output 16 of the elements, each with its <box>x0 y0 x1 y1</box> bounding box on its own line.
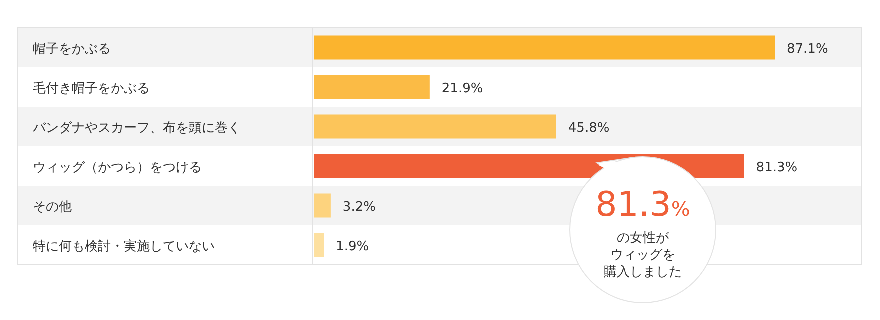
annotation: 81.3% <box>596 185 690 225</box>
data-label: 1.9% <box>336 239 370 254</box>
y-tick-label: その他 <box>33 200 72 215</box>
data-label: 21.9% <box>442 81 484 96</box>
data-label: 45.8% <box>568 120 610 136</box>
y-tick-label: バンダナやスカーフ、布を頭に巻く <box>32 120 241 136</box>
annotation: の女性が <box>617 231 670 246</box>
annotation: ウィッグを <box>610 248 676 263</box>
y-tick-label: ウィッグ（かつら）をつける <box>33 160 202 176</box>
annotation: 購入しました <box>604 265 682 280</box>
y-tick-label: 特に何も検討・実施していない <box>33 238 215 254</box>
data-label: 87.1% <box>787 42 828 57</box>
data-label: 81.3% <box>756 160 798 176</box>
y-tick-label: 帽子をかぶる <box>33 42 111 57</box>
y-tick-label: 毛付き帽子をかぶる <box>33 81 150 96</box>
data-label: 3.2% <box>342 200 376 215</box>
